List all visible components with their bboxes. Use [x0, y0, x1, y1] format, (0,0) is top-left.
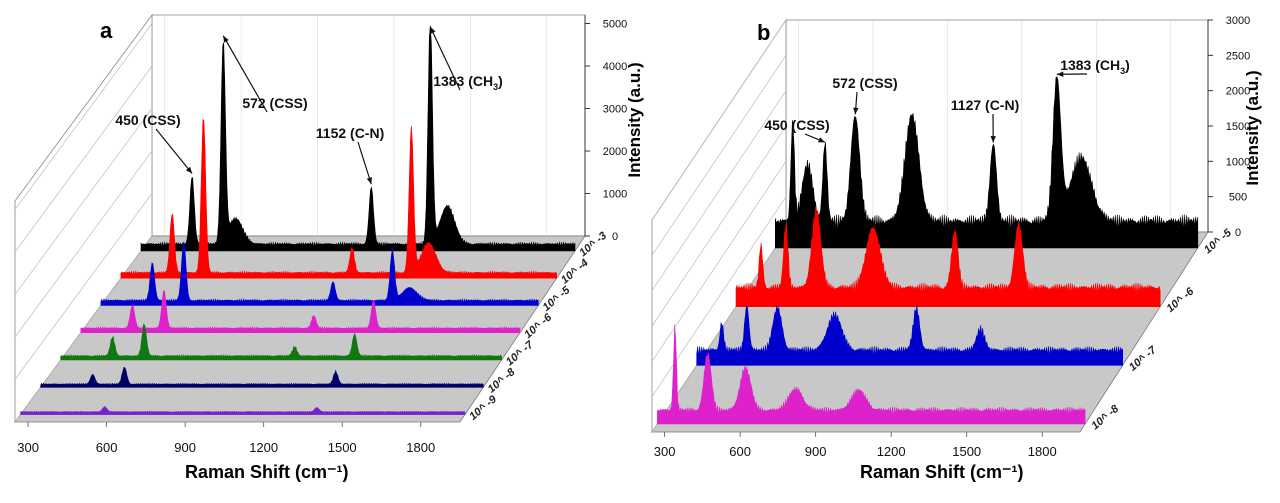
z-gridline	[14, 23, 153, 210]
spectrum-7	[20, 405, 466, 415]
peak-annotation-text: 572 (CSS)	[832, 75, 897, 91]
z-tick-label: 0	[612, 231, 618, 243]
x-axis-title: Raman Shift (cm⁻¹)	[185, 462, 349, 482]
spectrum-1	[775, 76, 1199, 249]
z-gridline	[14, 150, 153, 338]
z-tick-label: 1000	[1226, 156, 1250, 168]
peak-annotation-text: 572 (CSS)	[242, 95, 307, 111]
annotation-arrowhead	[223, 35, 229, 43]
z-axis-title: Intensity (a.u.)	[625, 62, 644, 177]
peak-annotation: 1152 (C-N)	[316, 125, 384, 141]
z-tick-label: 3000	[1226, 15, 1250, 27]
z-tick-label: 2000	[1226, 86, 1250, 98]
annotation-arrowhead	[366, 177, 372, 185]
x-tick-label: 300	[17, 440, 39, 455]
x-tick-label: 900	[174, 440, 196, 455]
x-tick-label: 300	[654, 444, 676, 459]
z-tick-label: 2500	[1226, 50, 1250, 62]
z-tick-label: 1500	[1226, 121, 1250, 133]
z-tick-label: 2000	[603, 146, 627, 158]
x-tick-label: 1200	[249, 440, 278, 455]
peak-annotation: 1383 (CH3)	[1060, 57, 1130, 76]
x-tick-label: 600	[96, 440, 118, 455]
spectrum-1	[140, 25, 576, 252]
peak-annotation-text: 1383 (CH	[433, 73, 493, 89]
x-tick-label: 1500	[328, 440, 357, 455]
spectrum-6	[40, 366, 484, 388]
x-tick-label: 1200	[877, 444, 906, 459]
peak-annotation-sub: 3	[1120, 66, 1125, 76]
peak-annotation-text: 1152 (C-N)	[316, 125, 384, 141]
z-gridline	[651, 125, 787, 327]
annotation-arrow	[429, 26, 461, 91]
annotation-arrowhead	[853, 107, 859, 115]
z-axis-title: Intensity (a.u.)	[1243, 70, 1262, 185]
peak-annotation-text: 1383 (CH	[1060, 57, 1120, 73]
annotation-arrowhead	[990, 136, 996, 143]
x-tick-label: 1500	[952, 444, 981, 459]
z-tick-label: 3000	[603, 104, 627, 116]
z-tick-label: 500	[1229, 192, 1247, 204]
spectrum-3	[696, 304, 1123, 366]
z-gridline	[14, 108, 153, 295]
peak-annotation: 450 (CSS)	[115, 112, 180, 128]
peak-annotation-suffix: )	[1125, 57, 1130, 73]
annotation-arrowhead	[185, 166, 193, 174]
spectrum-2	[735, 205, 1161, 307]
z-tick-label: 4000	[603, 61, 627, 73]
annotation-arrowhead	[430, 26, 436, 34]
peak-annotation: 572 (CSS)	[832, 75, 897, 91]
peak-annotation-suffix: )	[498, 73, 503, 89]
x-tick-label: 1800	[406, 440, 435, 455]
z-gridline	[651, 55, 787, 256]
z-tick-label: 5000	[603, 19, 627, 31]
annotation-arrow	[357, 141, 372, 185]
panel-label: b	[757, 20, 770, 45]
x-tick-label: 1800	[1028, 444, 1057, 459]
z-gridline	[14, 193, 153, 380]
annotation-arrow	[222, 35, 268, 113]
spectrum-4	[80, 290, 521, 333]
peak-annotation-text: 1127 (C-N)	[951, 97, 1019, 113]
peak-annotation-text: 450 (CSS)	[764, 117, 829, 133]
z-tick-label: 1000	[603, 189, 627, 201]
x-tick-label: 900	[805, 444, 827, 459]
spectrum-4	[657, 324, 1086, 425]
spectrum-2	[120, 118, 557, 279]
peak-annotation: 572 (CSS)	[242, 95, 307, 111]
peak-annotation-text: 450 (CSS)	[115, 112, 180, 128]
peak-annotation: 1383 (CH3)	[433, 73, 503, 92]
x-axis-title: Raman Shift (cm⁻¹)	[860, 462, 1024, 482]
peak-annotation: 450 (CSS)	[764, 117, 829, 133]
panel-a: 10^ -310^ -410^ -510^ -610^ -710^ -810^ …	[14, 13, 644, 482]
peak-annotation: 1127 (C-N)	[951, 97, 1019, 113]
peak-annotation-sub: 3	[493, 82, 498, 92]
annotation-arrowhead	[1056, 71, 1064, 77]
z-gridline	[651, 90, 787, 291]
annotation-arrow	[155, 128, 193, 174]
spectrum-3	[100, 241, 539, 306]
annotation-arrowhead	[817, 137, 825, 143]
panel-label: a	[100, 18, 113, 43]
z-gridline	[14, 65, 153, 253]
x-tick-label: 600	[729, 444, 751, 459]
spectrum-5	[60, 323, 502, 361]
z-tick-label: 0	[1235, 227, 1241, 239]
z-gridline	[651, 19, 787, 221]
